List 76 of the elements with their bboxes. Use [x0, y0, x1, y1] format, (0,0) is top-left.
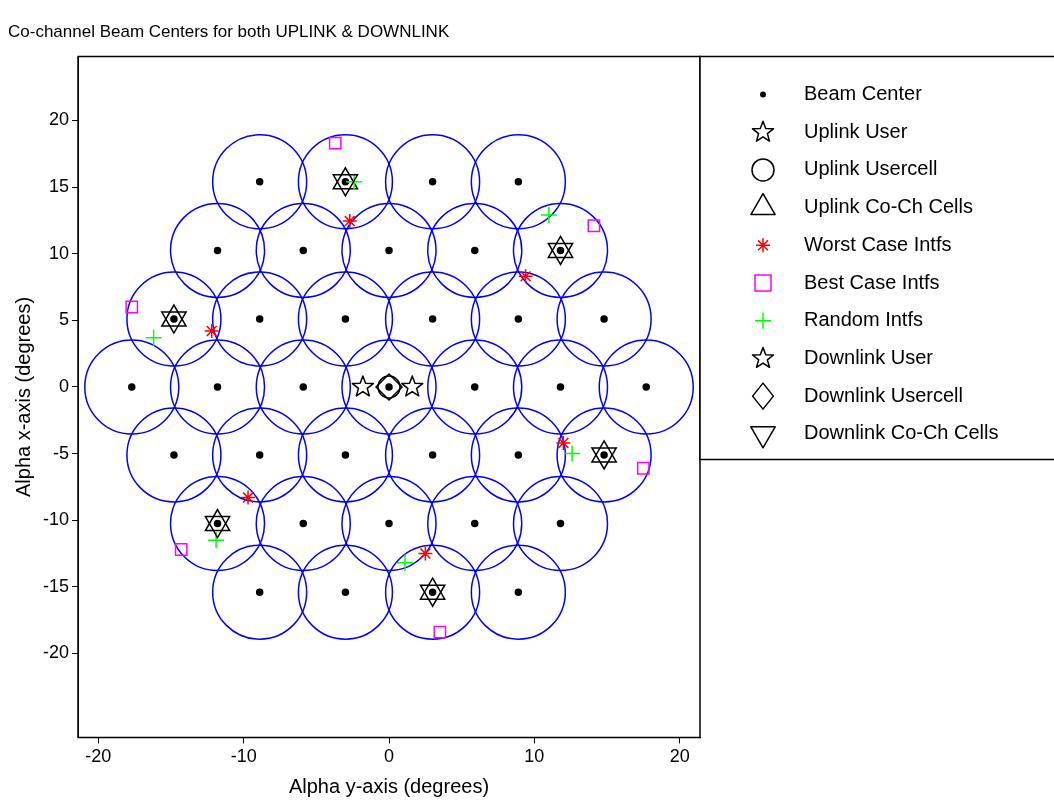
x-tick-label: 20	[669, 746, 690, 767]
x-axis-title: Alpha y-axis (degrees)	[288, 774, 490, 797]
point	[255, 178, 264, 186]
point	[299, 383, 308, 391]
point	[642, 383, 650, 391]
point	[341, 315, 350, 323]
point	[240, 489, 256, 506]
x-tick-label: 10	[524, 746, 545, 767]
point	[255, 451, 264, 459]
y-tick-label: 20	[48, 109, 70, 130]
point	[299, 519, 308, 528]
point	[428, 178, 437, 186]
point	[514, 315, 523, 323]
point	[396, 554, 414, 572]
legend-label: Downlink Co-Ch Cells	[804, 421, 999, 444]
point	[213, 383, 222, 391]
point	[555, 435, 572, 451]
point	[207, 531, 225, 549]
point	[203, 323, 220, 339]
point	[471, 519, 479, 528]
point	[174, 543, 188, 556]
point	[255, 588, 264, 596]
y-tick-label: -15	[43, 575, 70, 596]
y-tick-label: -5	[53, 442, 70, 463]
point	[428, 451, 437, 459]
legend-label: Uplink Usercell	[804, 157, 938, 180]
point	[125, 300, 139, 314]
point	[636, 461, 650, 475]
point	[341, 451, 350, 459]
point	[342, 213, 358, 229]
legend-label: Downlink User	[804, 345, 934, 368]
point	[514, 178, 523, 186]
legend-label: Best Case Intfs	[804, 270, 940, 293]
point	[600, 315, 608, 323]
legend-label: Beam Center	[804, 82, 923, 105]
y-tick-label: 5	[59, 309, 70, 330]
point	[587, 219, 601, 233]
point	[556, 383, 565, 391]
y-axis-title: Alpha x-axis (degrees)	[11, 296, 34, 497]
point	[351, 375, 375, 397]
y-tick-label: 0	[59, 375, 70, 396]
y-tick-label: 10	[48, 242, 70, 263]
point	[556, 519, 565, 528]
point	[401, 375, 424, 397]
point	[563, 444, 581, 463]
point	[385, 246, 393, 255]
x-tick-label: 0	[384, 746, 395, 767]
point	[417, 545, 434, 562]
point	[514, 451, 523, 459]
legend-label: Uplink Co-Ch Cells	[804, 195, 973, 218]
y-tick-label: 15	[48, 176, 70, 197]
point	[299, 246, 308, 255]
y-tick-label: -10	[43, 509, 70, 530]
point	[471, 246, 479, 255]
point	[385, 519, 393, 528]
point	[213, 246, 222, 255]
point	[428, 315, 437, 323]
chart-title: Co-channel Beam Centers for both UPLINK & DOWNLINK	[8, 21, 450, 41]
point	[255, 315, 264, 323]
point	[170, 451, 178, 459]
point	[517, 268, 534, 285]
legend-label: Worst Case Intfs	[804, 232, 952, 255]
point	[433, 625, 447, 639]
legend-label: Random Intfs	[804, 308, 923, 331]
point	[540, 206, 558, 224]
point	[471, 383, 479, 391]
x-tick-label: -10	[230, 746, 257, 767]
point	[341, 588, 350, 596]
y-tick-label: -20	[43, 642, 70, 663]
point	[514, 588, 523, 596]
legend-label: Uplink User	[804, 119, 908, 142]
legend-label: Downlink Usercell	[804, 383, 963, 406]
point	[144, 328, 163, 347]
point	[128, 383, 136, 391]
point	[328, 136, 342, 150]
x-tick-label: -20	[85, 746, 112, 767]
